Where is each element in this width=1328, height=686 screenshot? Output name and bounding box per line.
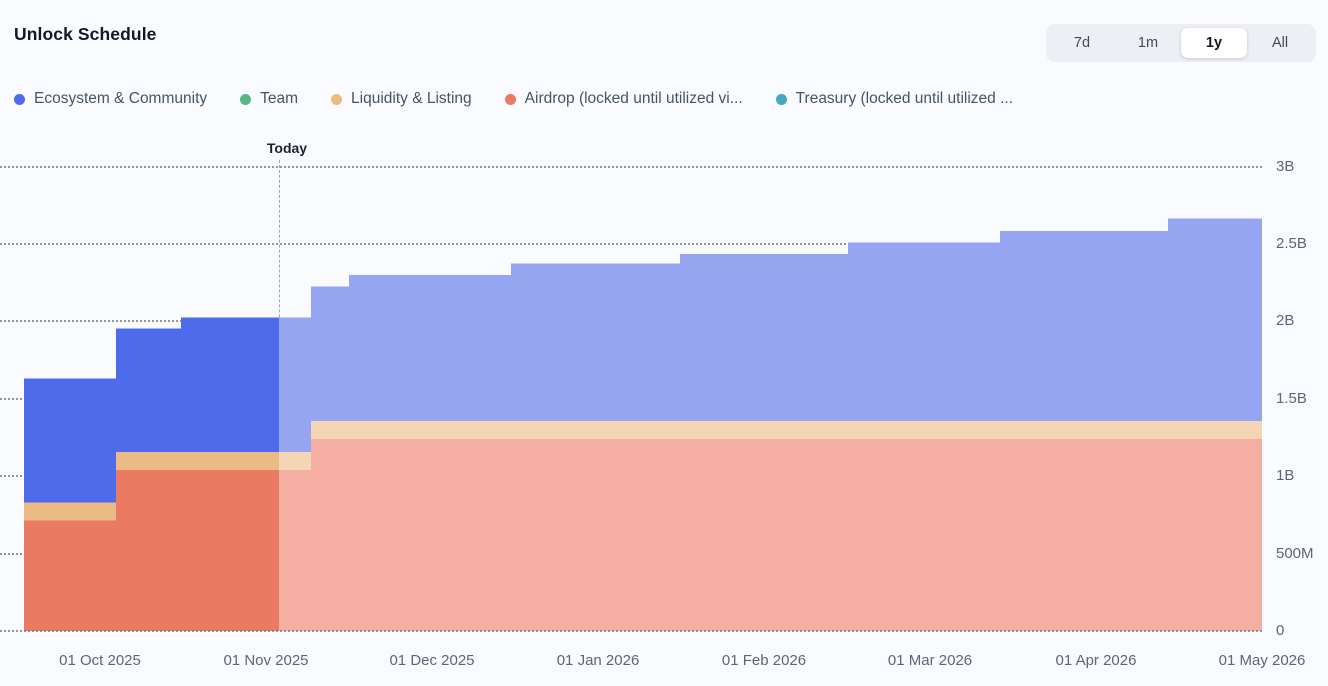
y-axis-tick-label: 3B bbox=[1276, 157, 1295, 175]
legend-dot-icon bbox=[504, 93, 516, 105]
area-ecosystem-past bbox=[181, 317, 279, 453]
area-liquidity-projected bbox=[349, 421, 511, 440]
range-button-1m[interactable]: 1m bbox=[1137, 35, 1159, 51]
chart-legend: Ecosystem & Community Team Liquidity & L… bbox=[14, 90, 1308, 108]
area-ecosystem-projected bbox=[680, 253, 848, 422]
area-airdrop-projected bbox=[279, 469, 311, 631]
legend-item-label: Team bbox=[260, 90, 299, 107]
area-ecosystem-projected bbox=[349, 274, 511, 422]
area-ecosystem-projected bbox=[311, 286, 349, 422]
area-airdrop-projected bbox=[1168, 439, 1262, 631]
area-liquidity-projected bbox=[279, 452, 311, 470]
legend-item-label: Airdrop (locked until utilized vi... bbox=[524, 90, 743, 107]
x-axis-tick-label: 01 Nov 2025 bbox=[223, 652, 309, 669]
area-liquidity-past bbox=[181, 452, 279, 470]
y-axis-tick-label: 500M bbox=[1276, 544, 1314, 562]
area-airdrop-projected bbox=[311, 439, 349, 631]
legend-item-label: Liquidity & Listing bbox=[351, 90, 472, 107]
page-title: Unlock Schedule bbox=[14, 24, 157, 44]
area-ecosystem-past bbox=[116, 328, 181, 453]
x-axis-tick-label: 01 Feb 2026 bbox=[721, 652, 807, 669]
legend-item-label: Ecosystem & Community bbox=[34, 90, 208, 107]
legend-dot-icon bbox=[14, 93, 25, 105]
area-liquidity-projected bbox=[848, 421, 1000, 440]
x-axis-tick-label: 01 Jan 2026 bbox=[556, 652, 640, 669]
y-axis-tick-label: 2B bbox=[1276, 312, 1295, 330]
y-axis-tick-label: 0 bbox=[1276, 622, 1285, 639]
legend-item-team[interactable]: Team bbox=[240, 90, 298, 108]
area-liquidity-past bbox=[116, 452, 181, 470]
area-ecosystem-projected bbox=[1168, 218, 1262, 422]
stacked-area-plot bbox=[24, 218, 1262, 631]
area-airdrop-past bbox=[181, 469, 279, 631]
y-axis-tick-label: 1B bbox=[1276, 467, 1295, 485]
area-ecosystem-projected bbox=[1000, 230, 1168, 422]
time-range-switcher: 7d 1m 1y All bbox=[1046, 24, 1316, 62]
y-axis-tick-label: 1.5B bbox=[1276, 389, 1307, 407]
x-axis-tick-label: 01 Mar 2026 bbox=[887, 652, 973, 669]
area-airdrop-past bbox=[116, 469, 181, 631]
today-marker-label: Today bbox=[266, 140, 308, 156]
area-liquidity-projected bbox=[680, 421, 848, 440]
area-airdrop-projected bbox=[1000, 439, 1168, 631]
area-airdrop-projected bbox=[848, 439, 1000, 631]
legend-item-airdrop[interactable]: Airdrop (locked until utilized vi... bbox=[504, 90, 743, 108]
gridline-2.5B bbox=[0, 242, 1262, 245]
area-liquidity-projected bbox=[511, 421, 680, 440]
x-axis-tick-label: 01 Dec 2025 bbox=[389, 652, 475, 669]
area-liquidity-projected bbox=[1168, 421, 1262, 440]
legend-item-ecosystem[interactable]: Ecosystem & Community bbox=[14, 90, 207, 108]
gridline-3B bbox=[0, 165, 1262, 168]
range-button-7d[interactable]: 7d bbox=[1073, 35, 1091, 51]
area-ecosystem-past bbox=[24, 378, 116, 503]
legend-dot-icon bbox=[331, 93, 343, 105]
area-airdrop-projected bbox=[511, 439, 680, 631]
area-ecosystem-projected bbox=[848, 242, 1000, 422]
x-axis-tick-label: 01 Oct 2025 bbox=[59, 652, 141, 669]
area-airdrop-past bbox=[24, 520, 116, 631]
area-airdrop-projected bbox=[680, 439, 848, 631]
area-liquidity-projected bbox=[1000, 421, 1168, 440]
area-airdrop-projected bbox=[349, 439, 511, 631]
area-liquidity-projected bbox=[311, 421, 349, 440]
legend-item-treasury[interactable]: Treasury (locked until utilized ... bbox=[775, 90, 1014, 108]
gridline-0 bbox=[0, 630, 1262, 632]
x-axis-tick-label: 01 May 2026 bbox=[1218, 652, 1306, 669]
area-ecosystem-projected bbox=[511, 263, 680, 422]
area-ecosystem-projected bbox=[279, 317, 311, 453]
y-axis-tick-label: 2.5B bbox=[1276, 234, 1307, 252]
legend-item-label: Treasury (locked until utilized ... bbox=[795, 90, 1014, 107]
range-button-1y[interactable]: 1y bbox=[1181, 28, 1247, 58]
legend-item-liquidity[interactable]: Liquidity & Listing bbox=[331, 90, 472, 108]
area-liquidity-past bbox=[24, 502, 116, 521]
x-axis-tick-label: 01 Apr 2026 bbox=[1055, 652, 1137, 669]
range-button-all[interactable]: All bbox=[1271, 35, 1289, 51]
legend-dot-icon bbox=[775, 93, 787, 105]
legend-dot-icon bbox=[240, 93, 252, 105]
